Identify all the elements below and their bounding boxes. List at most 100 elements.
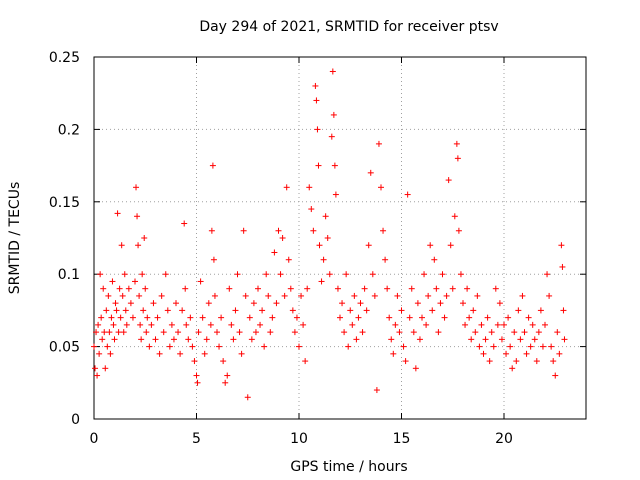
data-point (304, 285, 311, 292)
data-point (211, 292, 218, 299)
data-point (501, 321, 507, 328)
data-point (386, 314, 393, 321)
data-point (242, 292, 249, 299)
data-point (390, 350, 397, 357)
data-point (135, 242, 142, 249)
data-point (283, 184, 290, 191)
x-tick-label: 15 (393, 431, 411, 447)
data-point (416, 336, 423, 343)
data-point (112, 300, 119, 307)
data-point (118, 242, 125, 249)
data-point (559, 263, 566, 270)
x-axis-label: GPS time / hours (290, 459, 407, 475)
data-point (375, 140, 382, 147)
data-point (104, 343, 111, 350)
data-point (177, 350, 184, 357)
data-point (460, 300, 466, 307)
data-point (293, 314, 300, 321)
data-point (515, 307, 522, 314)
data-point (91, 343, 97, 350)
data-point (143, 329, 150, 336)
data-point (437, 300, 444, 307)
data-point (191, 358, 198, 365)
data-point (314, 126, 321, 133)
data-point (363, 307, 370, 314)
data-point (162, 271, 169, 278)
data-point (324, 235, 331, 241)
data-point (95, 321, 102, 328)
data-point (111, 336, 118, 343)
data-point (431, 256, 438, 263)
data-point (484, 314, 491, 321)
data-point (168, 321, 175, 328)
data-point (412, 365, 419, 372)
data-point (419, 314, 425, 321)
data-point (170, 336, 177, 343)
data-point (423, 321, 430, 328)
data-point (98, 314, 105, 321)
data-point (238, 350, 245, 357)
data-point (97, 271, 104, 278)
data-point (542, 321, 548, 328)
data-point (509, 365, 516, 372)
data-point (453, 140, 460, 147)
data-point (144, 314, 151, 321)
y-tick-label: 0.1 (58, 267, 80, 283)
data-point (394, 292, 401, 299)
x-tick-label: 10 (290, 431, 308, 447)
data-point (194, 379, 201, 386)
data-point (120, 329, 127, 336)
data-point (329, 68, 336, 75)
data-point (313, 97, 320, 104)
data-point (103, 307, 110, 314)
data-point (224, 372, 231, 379)
data-point (339, 300, 346, 307)
data-point (365, 242, 372, 249)
data-point (404, 191, 411, 198)
data-point (181, 220, 188, 227)
data-point (269, 314, 276, 321)
data-point (347, 307, 354, 314)
data-point (296, 343, 302, 350)
data-point (248, 336, 255, 343)
data-point (451, 213, 458, 220)
data-point (102, 365, 109, 372)
data-point (472, 329, 479, 336)
data-point (316, 242, 323, 249)
data-point (517, 336, 524, 343)
data-point (140, 307, 147, 314)
data-point (261, 343, 268, 350)
data-point (312, 82, 319, 89)
data-point (351, 292, 358, 299)
data-point (179, 307, 186, 314)
data-point (496, 300, 503, 307)
data-point (100, 285, 107, 292)
data-point (554, 329, 561, 336)
data-point (197, 278, 204, 285)
data-point (558, 242, 565, 249)
data-point (142, 285, 149, 292)
data-point (108, 314, 115, 321)
data-point (257, 321, 264, 328)
data-point (105, 292, 112, 299)
data-point (421, 271, 428, 278)
data-point (175, 329, 182, 336)
data-point (150, 300, 157, 307)
data-point (195, 329, 202, 336)
data-point (343, 271, 350, 278)
data-point (388, 336, 395, 343)
plot-frame (93, 56, 587, 420)
data-point (259, 307, 266, 314)
tick-labels: 0 5 10 15 20 0 0.05 0.1 0.15 0.2 0.25 (49, 50, 513, 447)
data-point (357, 300, 364, 307)
data-point (505, 314, 512, 321)
data-point (287, 285, 294, 292)
data-point (315, 162, 322, 169)
data-point (240, 227, 247, 234)
data-point (359, 329, 366, 336)
data-point (406, 314, 413, 321)
data-point (519, 292, 526, 299)
data-point (127, 300, 134, 307)
